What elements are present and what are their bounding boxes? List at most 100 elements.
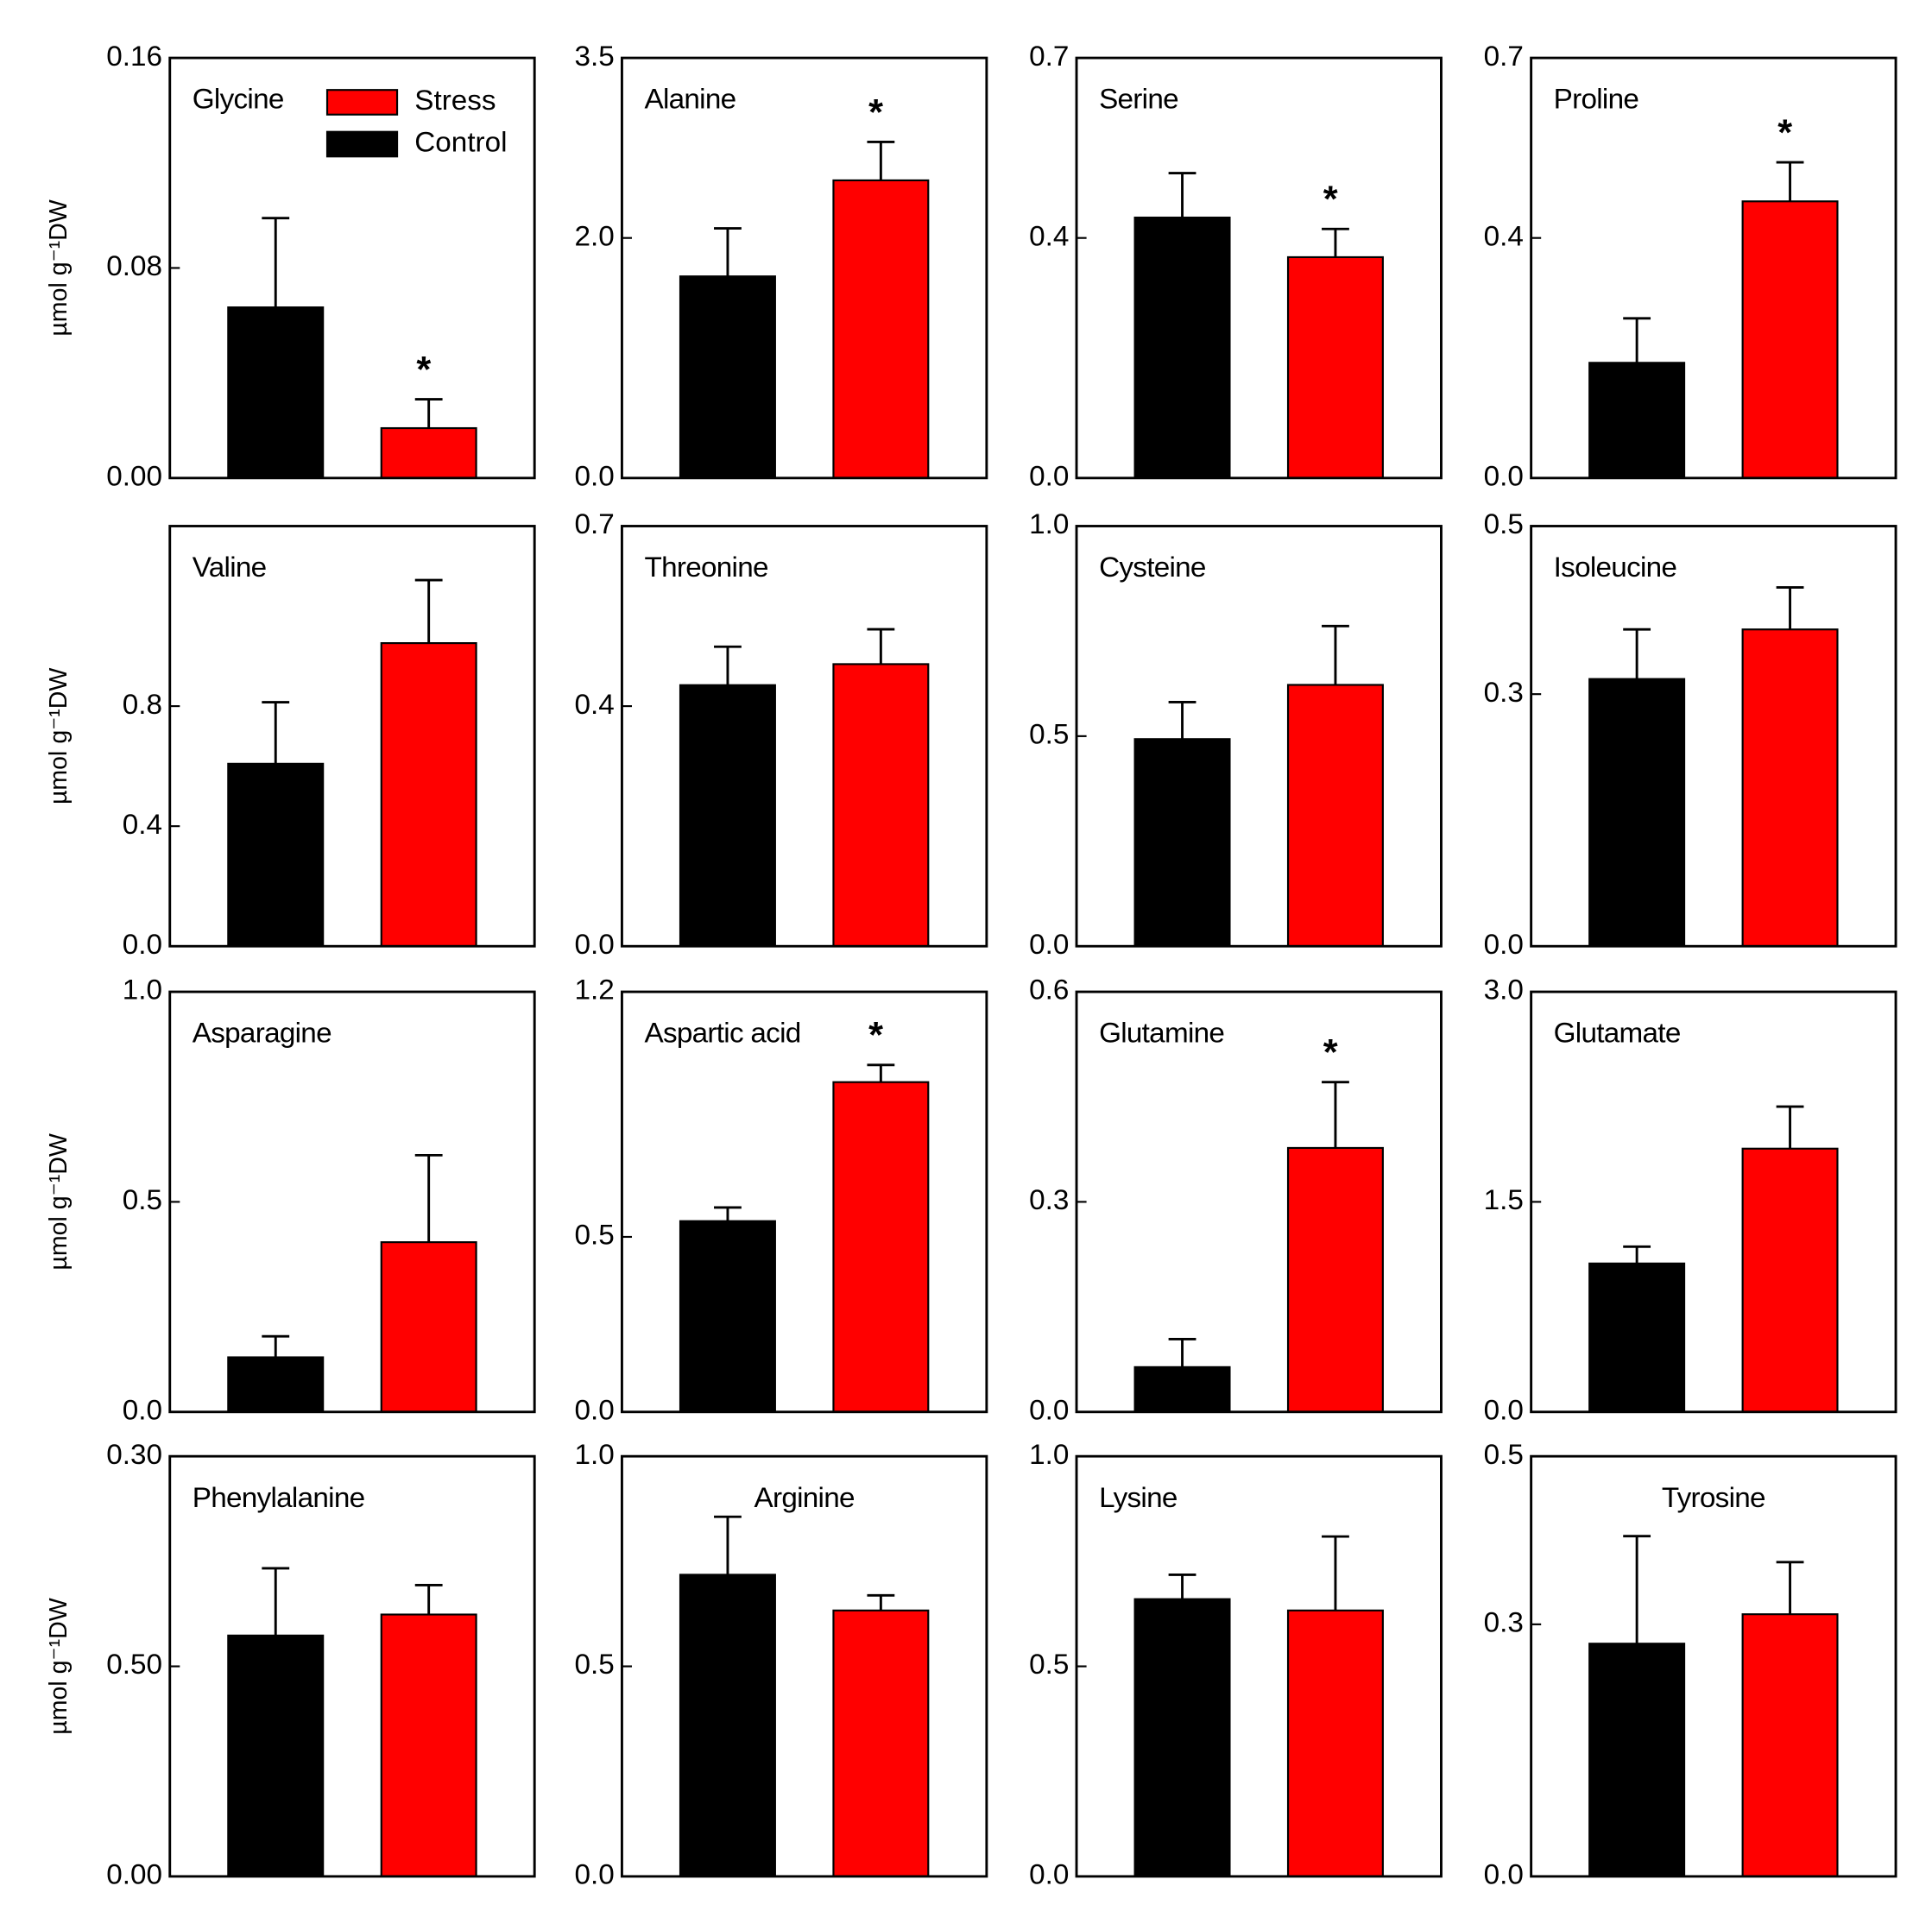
error-bar — [1322, 1535, 1349, 1611]
plot-frame — [1530, 990, 1897, 1414]
error-bar — [1322, 624, 1349, 685]
y-tick-label: 0.30 — [106, 1439, 162, 1471]
y-tick-label: 0.0 — [575, 1395, 615, 1427]
y-tick-label: 0.4 — [575, 689, 615, 721]
error-bar — [867, 141, 895, 180]
panel-title: Arginine — [754, 1482, 855, 1514]
bar — [1741, 200, 1839, 479]
y-tick-label: 1.2 — [575, 974, 615, 1006]
bar — [832, 1609, 930, 1877]
y-tick-label: 1.0 — [123, 974, 162, 1006]
bar — [227, 1634, 325, 1877]
y-tick-label: 0.6 — [1029, 974, 1069, 1006]
y-tick-label: 0.5 — [575, 1649, 615, 1681]
y-tick-label: 0.5 — [1484, 1439, 1524, 1471]
y-tick-label: 0.08 — [106, 250, 162, 282]
significance-star: * — [1777, 112, 1792, 154]
bar — [679, 1220, 776, 1413]
y-tick-label: 1.0 — [575, 1439, 615, 1471]
plot-frame — [620, 525, 988, 948]
plot-frame — [620, 1454, 988, 1878]
y-tick-label: 0.0 — [1029, 461, 1069, 493]
error-bar — [1776, 586, 1804, 630]
bar — [1133, 738, 1231, 948]
significance-star: * — [868, 92, 883, 134]
bar — [227, 762, 325, 948]
error-bar — [714, 227, 742, 277]
bar — [380, 642, 477, 948]
plot-frame — [1530, 1454, 1897, 1878]
error-bar — [1322, 227, 1349, 257]
significance-star: * — [1323, 1032, 1338, 1074]
panel-title: Alanine — [644, 84, 736, 116]
y-tick-label: 0.0 — [575, 1859, 615, 1891]
y-tick-label: 0.3 — [1484, 1607, 1524, 1639]
panel-title: Aspartic acid — [644, 1018, 800, 1050]
bar — [1286, 1146, 1384, 1413]
error-bar — [262, 1334, 290, 1358]
error-bar — [1623, 1535, 1651, 1644]
panel-title: Cysteine — [1099, 552, 1206, 583]
bar — [1588, 678, 1686, 948]
panel-title: Phenylalanine — [193, 1482, 365, 1514]
error-bar — [714, 645, 742, 685]
y-axis-label: µmol g⁻¹DW — [45, 667, 73, 804]
panel-title: Glycine — [193, 84, 284, 116]
y-tick-label: 3.0 — [1484, 974, 1524, 1006]
y-tick-label: 0.4 — [1029, 221, 1069, 253]
y-tick-label: 0.0 — [575, 461, 615, 493]
error-bar — [714, 1206, 742, 1221]
error-bar — [414, 578, 443, 644]
plot-frame — [1530, 56, 1897, 480]
bar — [679, 275, 776, 479]
panel-title: Lysine — [1099, 1482, 1178, 1514]
error-bar — [262, 701, 290, 764]
y-tick-label: 3.5 — [575, 41, 615, 73]
y-tick-label: 0.3 — [1029, 1184, 1069, 1216]
bar — [679, 1574, 776, 1877]
bar — [1588, 362, 1686, 479]
y-tick-label: 1.0 — [1029, 508, 1069, 540]
error-bar — [1623, 1245, 1651, 1264]
y-tick-label: 0.00 — [106, 461, 162, 493]
bar — [380, 1241, 477, 1413]
error-bar — [1776, 1561, 1804, 1615]
y-tick-label: 0.7 — [1484, 41, 1524, 73]
bar — [1741, 1613, 1839, 1877]
bar — [227, 306, 325, 479]
panel-title: Proline — [1554, 84, 1638, 116]
error-bar — [1623, 317, 1651, 363]
y-tick-label: 1.0 — [1029, 1439, 1069, 1471]
y-tick-label: 2.0 — [575, 221, 615, 253]
bar — [1741, 1147, 1839, 1413]
panel-title: Valine — [193, 552, 267, 583]
panel-title: Isoleucine — [1554, 552, 1677, 583]
y-tick-label: 0.16 — [106, 41, 162, 73]
bar — [380, 426, 477, 479]
error-bar — [867, 1593, 895, 1611]
panel-title: Tyrosine — [1662, 1482, 1765, 1514]
y-tick-label: 0.7 — [1029, 41, 1069, 73]
error-bar — [1776, 1105, 1804, 1149]
y-tick-label: 0.8 — [123, 689, 162, 721]
legend-swatch — [325, 130, 399, 158]
bar — [1588, 1643, 1686, 1877]
error-bar — [867, 1063, 895, 1082]
y-tick-label: 0.0 — [123, 929, 162, 961]
y-tick-label: 0.0 — [123, 1395, 162, 1427]
plot-frame — [620, 990, 988, 1414]
panel-title: Serine — [1099, 84, 1178, 116]
y-tick-label: 0.50 — [106, 1649, 162, 1681]
error-bar — [1776, 161, 1804, 202]
y-tick-label: 0.4 — [123, 809, 162, 841]
plot-frame — [1075, 990, 1443, 1414]
plot-frame — [168, 525, 536, 948]
plot-frame — [168, 56, 536, 480]
panel-title: Glutamate — [1554, 1018, 1681, 1050]
error-bar — [1168, 1337, 1196, 1367]
error-bar — [414, 1584, 443, 1615]
error-bar — [714, 1515, 742, 1575]
panel-title: Glutamine — [1099, 1018, 1224, 1050]
error-bar — [1168, 1573, 1196, 1599]
